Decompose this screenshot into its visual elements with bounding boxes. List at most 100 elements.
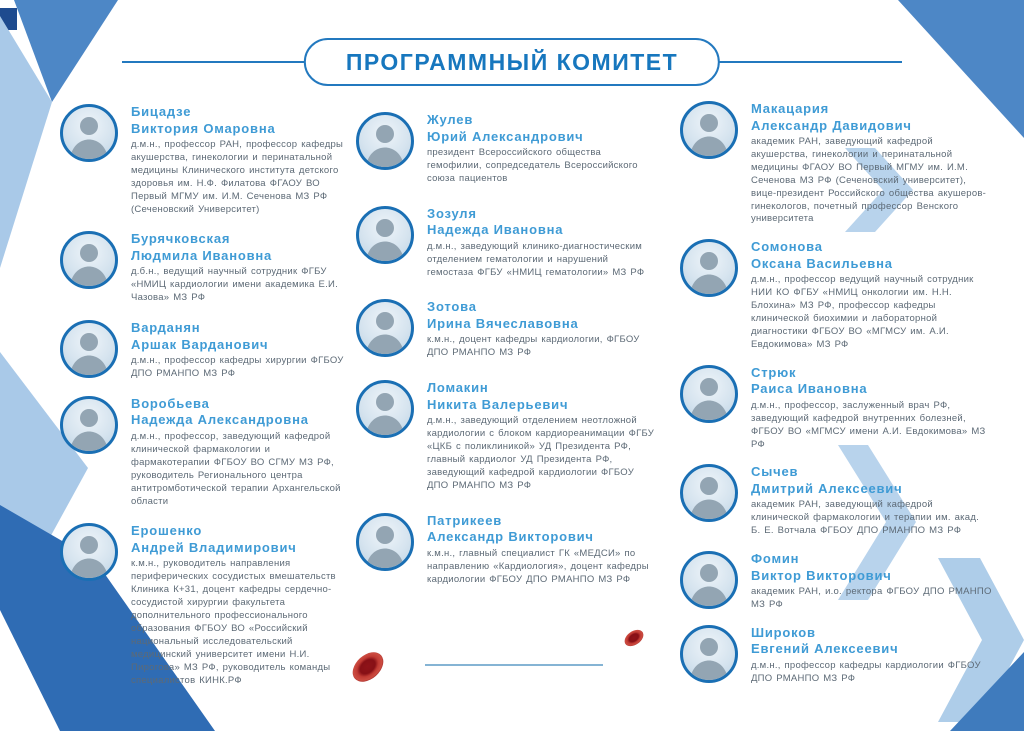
member-name: Макацария Александр Давидович	[751, 101, 992, 134]
member-info: Фомин Виктор Викторович академик РАН, и.…	[751, 551, 992, 612]
person-avatar-icon	[366, 312, 404, 355]
committee-member-card: Бицадзе Виктория Омаровна д.м.н., профес…	[60, 104, 348, 216]
member-surname: Ломакин	[427, 380, 489, 396]
committee-member-card: Бурячковская Людмила Ивановна д.б.н., ве…	[60, 231, 348, 305]
member-surname: Ерошенко	[131, 523, 203, 539]
member-description: к.м.н., доцент кафедры кардиологии, ФГБО…	[427, 334, 640, 359]
member-given-names: Надежда Ивановна	[427, 222, 564, 238]
top-left-triangle	[14, 0, 118, 102]
person-avatar-icon	[690, 252, 728, 295]
committee-column-3: Макацария Александр Давидович академик Р…	[680, 101, 992, 686]
member-photo	[680, 101, 738, 159]
member-photo	[60, 104, 118, 162]
member-info: Ерошенко Андрей Владимирович к.м.н., рук…	[131, 523, 348, 687]
member-photo	[680, 464, 738, 523]
member-given-names: Юрий Александрович	[427, 128, 584, 144]
member-surname: Стрюк	[751, 364, 797, 380]
committee-member-card: Фомин Виктор Викторович академик РАН, и.…	[680, 551, 992, 612]
member-name: Бицадзе Виктория Омаровна	[131, 104, 348, 137]
member-given-names: Виктория Омаровна	[131, 120, 276, 136]
red-blood-cell-icon	[624, 629, 644, 647]
committee-member-card: Широков Евгений Алексеевич д.м.н., профе…	[680, 624, 992, 686]
member-info: Варданян Аршак Варданович д.м.н., профес…	[131, 320, 348, 381]
member-info: Макацария Александр Давидович академик Р…	[751, 101, 992, 226]
member-description: д.м.н., профессор кафедры хирургии ФГБОУ…	[131, 355, 344, 380]
member-surname: Бицадзе	[131, 104, 192, 119]
member-photo	[60, 231, 118, 290]
member-photo	[356, 112, 414, 170]
member-given-names: Аршак Варданович	[131, 336, 269, 352]
member-description: д.б.н., ведущий научный сотрудник ФГБУ «…	[131, 266, 338, 304]
person-avatar-icon	[690, 114, 728, 156]
person-avatar-icon	[70, 333, 108, 376]
right-mid-chevron	[838, 445, 916, 600]
member-given-names: Дмитрий Алексеевич	[751, 480, 903, 496]
committee-member-card: Макацария Александр Давидович академик Р…	[680, 101, 992, 226]
member-description: д.м.н., профессор, заслуженный врач РФ, …	[751, 399, 986, 450]
member-given-names: Андрей Владимирович	[131, 539, 297, 555]
member-photo	[680, 624, 738, 683]
red-blood-cell-icon	[352, 652, 384, 682]
committee-member-card: Ломакин Никита Валерьевич д.м.н., заведу…	[356, 380, 658, 492]
member-info: Ломакин Никита Валерьевич д.м.н., заведу…	[427, 380, 658, 492]
top-right-triangle	[898, 0, 1024, 138]
member-surname: Зозуля	[427, 205, 477, 221]
member-name: Ломакин Никита Валерьевич	[427, 380, 658, 413]
person-avatar-icon	[690, 377, 728, 420]
member-name: Широков Евгений Алексеевич	[751, 625, 992, 658]
member-given-names: Александр Викторович	[427, 529, 594, 545]
member-given-names: Александр Давидович	[751, 117, 912, 133]
person-avatar-icon	[70, 117, 108, 159]
member-description: д.м.н., заведующий отделением неотложной…	[427, 415, 655, 491]
member-name: Жулев Юрий Александрович	[427, 112, 658, 145]
member-surname: Зотова	[427, 299, 477, 315]
member-description: д.м.н., профессор, заведующий кафедрой к…	[131, 430, 341, 507]
member-info: Воробьева Надежда Александровна д.м.н., …	[131, 396, 348, 508]
member-description: д.м.н., заведующий клинико-диагностическ…	[427, 240, 645, 278]
member-photo	[60, 395, 118, 454]
member-name: Фомин Виктор Викторович	[751, 551, 992, 584]
member-surname: Сомонова	[751, 239, 823, 255]
committee-member-card: Ерошенко Андрей Владимирович к.м.н., рук…	[60, 523, 348, 687]
member-description: академик РАН, и.о. ректора ФГБОУ ДПО РМА…	[751, 586, 992, 611]
committee-member-card: Зотова Ирина Вячеславовна к.м.н., доцент…	[356, 299, 658, 360]
right-upper-chevron	[845, 148, 913, 232]
member-description: президент Всероссийского общества гемофи…	[427, 147, 638, 184]
member-description: д.м.н., профессор кафедры кардиологии ФГ…	[751, 659, 981, 684]
member-description: д.м.н., профессор РАН, профессор кафедры…	[131, 139, 344, 215]
person-avatar-icon	[366, 125, 404, 167]
member-info: Бицадзе Виктория Омаровна д.м.н., профес…	[131, 104, 348, 216]
member-info: Патрикеев Александр Викторович к.м.н., г…	[427, 513, 658, 587]
member-photo	[356, 205, 414, 264]
committee-member-card: Варданян Аршак Варданович д.м.н., профес…	[60, 320, 348, 381]
committee-member-card: Жулев Юрий Александрович президент Всеро…	[356, 112, 658, 186]
member-given-names: Евгений Алексеевич	[751, 641, 899, 657]
member-surname: Широков	[751, 624, 816, 640]
member-surname: Фомин	[751, 551, 800, 567]
member-description: к.м.н., главный специалист ГК «МЕДСИ» по…	[427, 547, 649, 585]
member-surname: Патрикеев	[427, 512, 503, 528]
bottom-rule-line	[425, 664, 603, 666]
member-surname: Воробьева	[131, 395, 210, 411]
bottom-left-band	[0, 505, 215, 731]
person-avatar-icon	[70, 536, 108, 579]
bottom-right-chevron	[938, 558, 1024, 722]
member-name: Сомонова Оксана Васильевна	[751, 239, 992, 272]
member-photo	[356, 299, 414, 358]
member-photo	[356, 512, 414, 571]
member-name: Ерошенко Андрей Владимирович	[131, 523, 348, 556]
member-info: Зотова Ирина Вячеславовна к.м.н., доцент…	[427, 299, 658, 360]
member-description: академик РАН, заведующий кафедрой клинич…	[751, 499, 979, 537]
person-avatar-icon	[70, 408, 108, 451]
person-avatar-icon	[690, 564, 728, 607]
member-given-names: Виктор Викторович	[751, 567, 892, 583]
member-info: Бурячковская Людмила Ивановна д.б.н., ве…	[131, 231, 348, 305]
person-avatar-icon	[366, 218, 404, 261]
member-info: Зозуля Надежда Ивановна д.м.н., заведующ…	[427, 206, 658, 280]
member-description: д.м.н., профессор ведущий научный сотруд…	[751, 274, 974, 350]
member-name: Зотова Ирина Вячеславовна	[427, 299, 658, 332]
member-given-names: Никита Валерьевич	[427, 396, 569, 412]
person-avatar-icon	[366, 525, 404, 568]
member-surname: Бурячковская	[131, 231, 231, 247]
